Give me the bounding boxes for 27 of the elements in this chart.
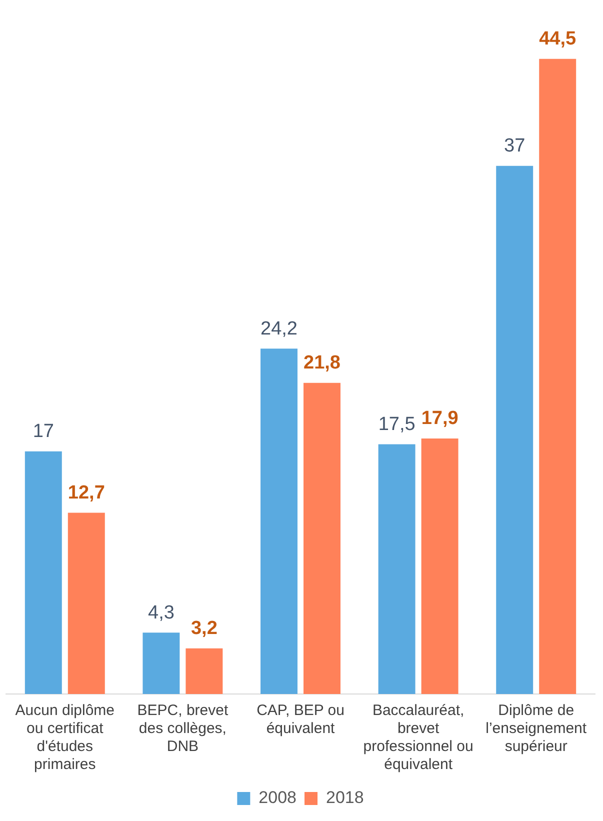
bar (421, 438, 458, 694)
x-tick-label: CAP, BEP ou équivalent (256, 702, 344, 738)
bar (142, 632, 180, 694)
data-label: 3,2 (190, 618, 218, 640)
bar (304, 382, 340, 694)
bar (378, 444, 416, 694)
bar (539, 58, 576, 694)
data-label: 17 (32, 421, 54, 442)
data-label: 4,3 (148, 602, 174, 624)
legend-label: 2008 (258, 788, 297, 808)
bar (68, 512, 105, 694)
data-label: 12,7 (68, 482, 105, 504)
data-label: 17,9 (421, 408, 458, 430)
data-label: 37 (504, 136, 526, 157)
bar (186, 648, 223, 694)
x-tick-label: Baccalauréat, brevet professionnel ou équivalent (363, 702, 474, 774)
bar (260, 348, 298, 694)
x-tick-label: Aucun diplôme ou certificat d'études primaires (15, 702, 115, 774)
x-tick-label: BEPC, brevet des collèges, DNB (137, 702, 229, 756)
data-label: 24,2 (260, 318, 298, 340)
bar (496, 166, 534, 694)
legend-label: 2018 (326, 788, 364, 808)
bar (24, 451, 62, 694)
data-label: 44,5 (539, 28, 577, 50)
data-label: 21,8 (304, 352, 340, 374)
x-tick-label: Diplôme de l’enseignement supérieur (486, 702, 588, 756)
data-label: 17,5 (378, 414, 416, 435)
